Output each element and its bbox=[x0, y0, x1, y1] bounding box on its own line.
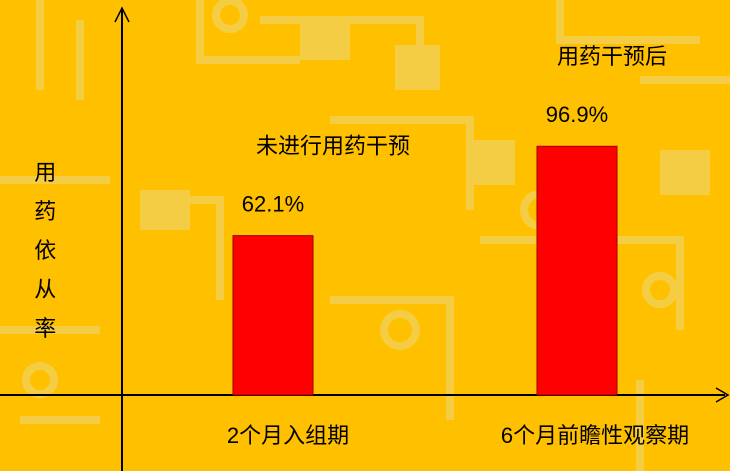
value-label: 62.1% bbox=[242, 191, 304, 216]
x-tick-label: 2个月入组期 bbox=[227, 423, 349, 448]
x-tick-label: 6个月前瞻性观察期 bbox=[501, 423, 689, 448]
bar bbox=[232, 235, 314, 396]
bar bbox=[536, 145, 618, 396]
y-axis-arrow bbox=[114, 6, 130, 23]
y-axis-label: 用药依从率 bbox=[31, 161, 56, 356]
annotation: 用药干预后 bbox=[557, 44, 667, 69]
value-label: 96.9% bbox=[546, 102, 608, 127]
annotation: 未进行用药干预 bbox=[256, 133, 410, 158]
x-axis-arrow bbox=[715, 387, 730, 403]
